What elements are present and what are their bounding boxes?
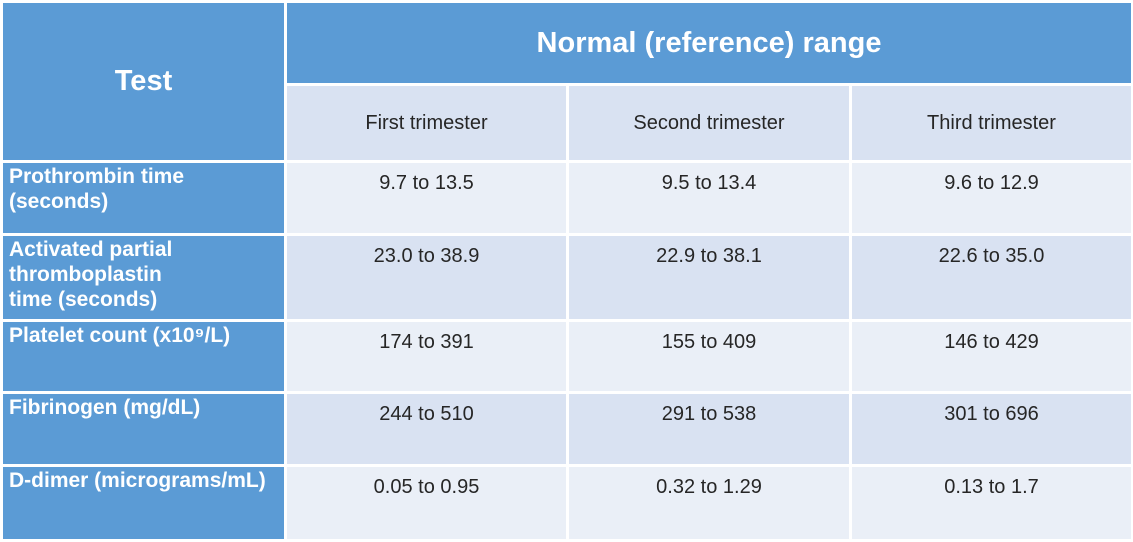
value-cell: 146 to 429 (852, 321, 1131, 391)
column-header-second-trimester: Second trimester (569, 86, 849, 161)
row-label: Prothrombin time (seconds) (3, 163, 284, 234)
table-row-activated-partial-thromboplastin-time: Activated partial thromboplastin time (s… (3, 236, 1131, 319)
value-cell: 9.6 to 12.9 (852, 163, 1131, 234)
trimester-subheader-row: First trimester Second trimester Third t… (3, 86, 1131, 161)
column-header-third-trimester: Third trimester (852, 86, 1131, 161)
test-column-header: Test (3, 3, 284, 161)
value-cell: 22.6 to 35.0 (852, 236, 1131, 319)
value-cell: 0.13 to 1.7 (852, 466, 1131, 539)
table-row-platelet-count: Platelet count (x10⁹/L) 174 to 391 155 t… (3, 321, 1131, 391)
value-cell: 0.32 to 1.29 (569, 466, 849, 539)
row-label: D-dimer (micrograms/mL) (3, 466, 284, 539)
value-cell: 23.0 to 38.9 (287, 236, 566, 319)
value-cell: 174 to 391 (287, 321, 566, 391)
value-cell: 22.9 to 38.1 (569, 236, 849, 319)
normal-range-header: Normal (reference) range (287, 3, 1131, 84)
row-label: Fibrinogen (mg/dL) (3, 393, 284, 464)
table-row-fibrinogen: Fibrinogen (mg/dL) 244 to 510 291 to 538… (3, 393, 1131, 464)
column-header-first-trimester: First trimester (287, 86, 566, 161)
table-row-prothrombin-time: Prothrombin time (seconds) 9.7 to 13.5 9… (3, 163, 1131, 234)
value-cell: 9.5 to 13.4 (569, 163, 849, 234)
value-cell: 0.05 to 0.95 (287, 466, 566, 539)
table-row-d-dimer: D-dimer (micrograms/mL) 0.05 to 0.95 0.3… (3, 466, 1131, 539)
value-cell: 291 to 538 (569, 393, 849, 464)
row-label: Activated partial thromboplastin time (s… (3, 236, 284, 319)
header-row: Test Normal (reference) range (3, 3, 1131, 161)
value-cell: 155 to 409 (569, 321, 849, 391)
row-label: Platelet count (x10⁹/L) (3, 321, 284, 391)
value-cell: 244 to 510 (287, 393, 566, 464)
value-cell: 9.7 to 13.5 (287, 163, 566, 234)
value-cell: 301 to 696 (852, 393, 1131, 464)
